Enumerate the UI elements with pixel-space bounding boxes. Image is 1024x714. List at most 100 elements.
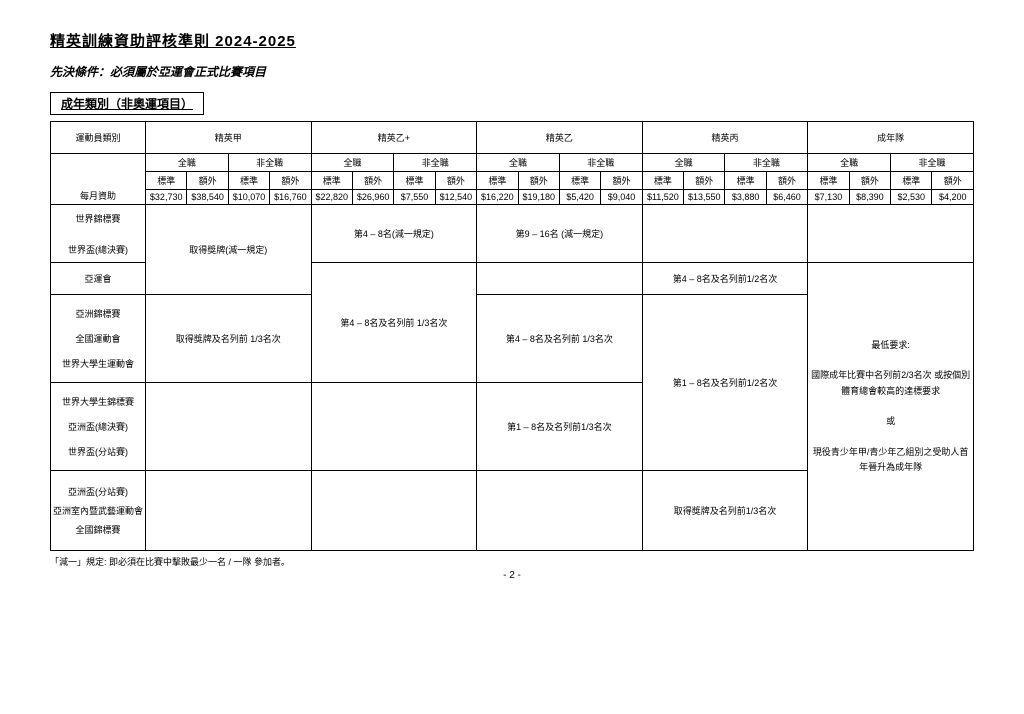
criteria-cell: 第4 – 8名及名列前1/2名次: [642, 263, 808, 295]
minreq-line: 現役青少年甲/青少年乙組別之受助人首年晉升為成年隊: [809, 445, 972, 476]
criteria-cell: 取得獎牌及名列前 1/3名次: [146, 295, 312, 383]
hdr-pt: 非全職: [394, 154, 477, 172]
amt-cell: $16,760: [270, 190, 311, 205]
minreq-line: 最低要求:: [809, 338, 972, 353]
criteria-cell: [642, 205, 808, 263]
criteria-cell: 取得獎牌(減一規定): [146, 205, 312, 295]
hdr-tier-bp: 精英乙+: [311, 122, 477, 154]
row-label-text: 世界錦標賽: [52, 212, 144, 225]
criteria-cell: 第9 – 16名 (減一規定): [477, 205, 643, 263]
hdr-ext: 額外: [766, 172, 807, 190]
row-label-text: 亞洲錦標賽: [52, 307, 144, 320]
amt-cell: $2,530: [891, 190, 932, 205]
row-label: 亞洲錦標賽 全國運動會 世界大學生運動會: [51, 295, 146, 383]
hdr-ext: 額外: [518, 172, 559, 190]
amt-cell: $26,960: [352, 190, 393, 205]
hdr-std: 標準: [477, 172, 518, 190]
hdr-ext: 額外: [601, 172, 642, 190]
hdr-std: 標準: [559, 172, 600, 190]
hdr-athlete-category: 運動員類別: [51, 122, 146, 154]
row-label: 亞運會: [51, 263, 146, 295]
hdr-ext: 額外: [352, 172, 393, 190]
criteria-cell: 第1 – 8名及名列前1/3名次: [477, 383, 643, 471]
hdr-ft: 全職: [808, 154, 891, 172]
footnote: 「減一」規定: 即必須在比賽中擊敗最少一名 / 一隊 參加者。: [50, 555, 974, 568]
hdr-ext: 額外: [187, 172, 228, 190]
amt-cell: $9,040: [601, 190, 642, 205]
criteria-cell: 取得獎牌及名列前1/3名次: [642, 471, 808, 551]
amt-cell: $7,550: [394, 190, 435, 205]
amt-cell: $11,520: [642, 190, 683, 205]
amt-cell: $10,070: [228, 190, 269, 205]
amt-cell: $38,540: [187, 190, 228, 205]
criteria-cell: 第4 – 8名及名列前 1/3名次: [477, 295, 643, 383]
row-label-text: 全國錦標賽: [52, 523, 144, 536]
hdr-std: 標準: [642, 172, 683, 190]
criteria-cell: [146, 383, 312, 471]
hdr-pt: 非全職: [891, 154, 974, 172]
hdr-tier-senior: 成年隊: [808, 122, 974, 154]
amt-cell: $7,130: [808, 190, 849, 205]
amt-cell: $19,180: [518, 190, 559, 205]
minreq-line: 國際成年比賽中名列前2/3名次 或按個別體育總會較高的達標要求: [809, 368, 972, 399]
hdr-ft: 全職: [311, 154, 394, 172]
prerequisite: 先決條件：必須屬於亞運會正式比賽項目: [50, 63, 974, 80]
row-label-text: 世界大學生運動會: [52, 357, 144, 370]
amt-cell: $32,730: [146, 190, 187, 205]
amt-cell: $4,200: [932, 190, 974, 205]
criteria-cell: [808, 205, 974, 263]
row-label: 世界錦標賽 世界盃(總決賽): [51, 205, 146, 263]
hdr-pt: 非全職: [559, 154, 642, 172]
hdr-pt: 非全職: [725, 154, 808, 172]
hdr-ext: 額外: [270, 172, 311, 190]
amt-cell: $16,220: [477, 190, 518, 205]
criteria-cell: [477, 263, 643, 295]
amt-cell: $5,420: [559, 190, 600, 205]
row-label-text: 亞洲盃(總決賽): [52, 420, 144, 433]
hdr-ext: 額外: [932, 172, 974, 190]
hdr-std: 標準: [146, 172, 187, 190]
hdr-std: 標準: [394, 172, 435, 190]
hdr-ext: 額外: [849, 172, 890, 190]
hdr-std: 標準: [725, 172, 766, 190]
min-requirement: 最低要求: 國際成年比賽中名列前2/3名次 或按個別體育總會較高的達標要求 或 …: [808, 263, 974, 551]
hdr-ft: 全職: [642, 154, 725, 172]
criteria-cell: [311, 471, 477, 551]
page-number: - 2 -: [50, 570, 974, 581]
hdr-ext: 額外: [435, 172, 476, 190]
row-label-text: 世界盃(分站賽): [52, 445, 144, 458]
hdr-monthly: 每月資助: [51, 154, 146, 205]
hdr-tier-a: 精英甲: [146, 122, 312, 154]
criteria-cell: [146, 471, 312, 551]
amt-cell: $6,460: [766, 190, 807, 205]
hdr-ft: 全職: [146, 154, 229, 172]
hdr-ext: 額外: [684, 172, 725, 190]
row-label-text: 亞洲盃(分站賽): [52, 485, 144, 498]
row-label-text: 世界大學生錦標賽: [52, 395, 144, 408]
amt-cell: $22,820: [311, 190, 352, 205]
hdr-tier-b: 精英乙: [477, 122, 643, 154]
amt-cell: $3,880: [725, 190, 766, 205]
row-label-text: 世界盃(總決賽): [52, 243, 144, 256]
hdr-std: 標準: [311, 172, 352, 190]
hdr-std: 標準: [808, 172, 849, 190]
amt-cell: $8,390: [849, 190, 890, 205]
hdr-pt: 非全職: [228, 154, 311, 172]
criteria-cell: [477, 471, 643, 551]
criteria-table: 運動員類別 精英甲 精英乙+ 精英乙 精英丙 成年隊 每月資助 全職 非全職 全…: [50, 121, 974, 551]
page-title: 精英訓練資助評核準則 2024-2025: [50, 30, 974, 51]
amt-cell: $12,540: [435, 190, 476, 205]
hdr-tier-c: 精英丙: [642, 122, 808, 154]
row-label: 亞洲盃(分站賽) 亞洲室內暨武藝運動會 全國錦標賽: [51, 471, 146, 551]
row-label-text: 全國運動會: [52, 332, 144, 345]
criteria-cell: 第4 – 8名及名列前 1/3名次: [311, 263, 477, 383]
row-label-text: 亞洲室內暨武藝運動會: [52, 504, 144, 517]
row-label: 世界大學生錦標賽 亞洲盃(總決賽) 世界盃(分站賽): [51, 383, 146, 471]
criteria-cell: [311, 383, 477, 471]
minreq-line: 或: [809, 414, 972, 429]
hdr-ft: 全職: [477, 154, 560, 172]
hdr-std: 標準: [891, 172, 932, 190]
hdr-std: 標準: [228, 172, 269, 190]
criteria-cell: 第1 – 8名及名列前1/2名次: [642, 295, 808, 471]
amt-cell: $13,550: [684, 190, 725, 205]
